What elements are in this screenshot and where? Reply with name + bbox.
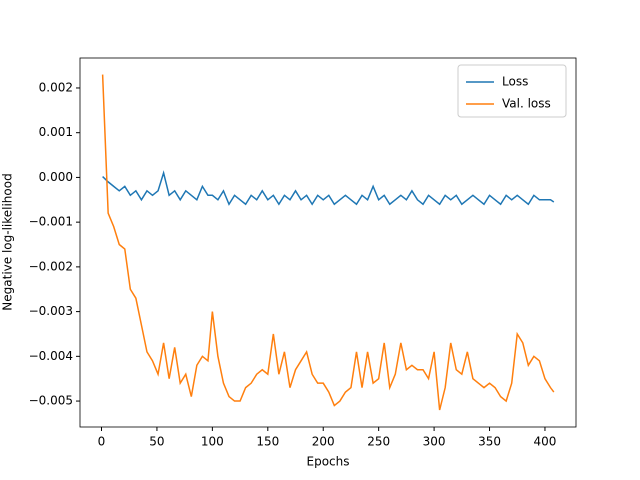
x-tick-label: 200	[312, 435, 335, 449]
x-tick-label: 350	[478, 435, 501, 449]
x-tick-label: 100	[201, 435, 224, 449]
series-line	[102, 170, 555, 206]
y-tick-label: 0.000	[39, 170, 73, 184]
y-tick-label: −0.002	[29, 259, 73, 273]
x-tick-label: 0	[98, 435, 106, 449]
x-tick-label: 250	[367, 435, 390, 449]
series-line	[101, 74, 555, 411]
legend-label: Val. loss	[502, 97, 551, 111]
x-tick-label: 150	[256, 435, 279, 449]
y-tick-label: −0.003	[29, 304, 73, 318]
x-tick-label: 300	[423, 435, 446, 449]
legend-label: Loss	[502, 75, 528, 89]
x-axis-label: Epochs	[307, 455, 350, 469]
y-axis-label: Negative log-likelihood	[1, 173, 15, 310]
y-tick-label: −0.001	[29, 215, 73, 229]
plot-frame	[79, 57, 577, 428]
y-tick-label: 0.001	[39, 125, 73, 139]
y-tick-label: 0.002	[39, 80, 73, 94]
x-tick-label: 400	[534, 435, 557, 449]
y-tick-label: −0.004	[29, 349, 73, 363]
x-tick-label: 50	[149, 435, 164, 449]
y-tick-label: −0.005	[29, 394, 73, 408]
